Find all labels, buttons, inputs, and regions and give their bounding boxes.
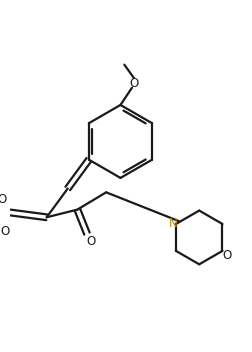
- Text: O: O: [223, 249, 232, 262]
- Text: O: O: [1, 225, 10, 238]
- Text: O: O: [129, 77, 139, 90]
- Text: N: N: [169, 218, 177, 231]
- Text: O: O: [86, 235, 96, 248]
- Text: O: O: [0, 194, 7, 207]
